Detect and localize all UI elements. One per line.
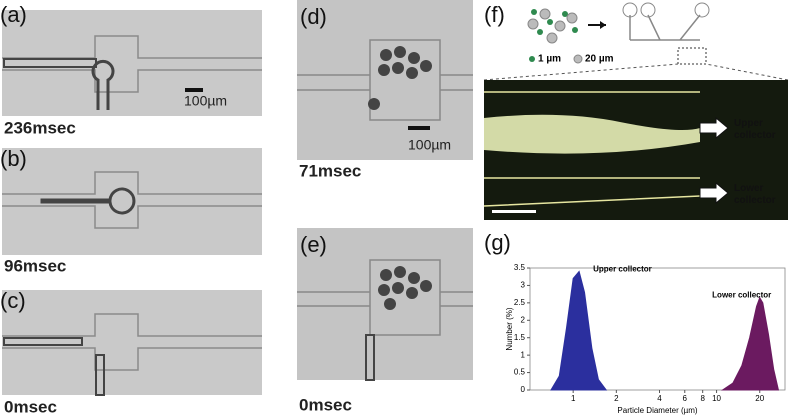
micrograph-b [2, 148, 262, 255]
x-tick-label: 1 [571, 394, 576, 403]
y-tick-label: 2.5 [514, 298, 526, 307]
series-label: Upper collector [593, 265, 652, 274]
area [550, 270, 608, 391]
micrograph-a [2, 10, 262, 116]
x-tick-label: 6 [683, 394, 688, 403]
y-tick-label: 3.5 [514, 263, 526, 272]
panel-label: (e) [300, 232, 327, 257]
panel-label: (d) [300, 4, 327, 29]
panel-label: (c) [0, 288, 26, 313]
y-tick-label: 0.5 [514, 368, 526, 377]
y-tick-label: 1.5 [514, 333, 526, 342]
legend-label: 20 µm [585, 54, 614, 65]
micrograph-d [297, 0, 473, 160]
x-tick-label: 2 [614, 394, 619, 403]
y-tick-label: 1 [521, 350, 526, 359]
panel-caption: 236msec [4, 118, 76, 137]
panel-label: (a) [0, 2, 27, 27]
scale-label: 100µm [184, 93, 227, 109]
micrograph-e [297, 228, 473, 381]
panel-label: (f) [484, 2, 505, 27]
x-tick-label: 4 [657, 394, 662, 403]
y-axis-label: Number (%) [505, 307, 514, 350]
x-tick-label: 20 [755, 394, 764, 403]
outlet-label: Lower collector [734, 183, 776, 206]
y-tick-label: 3 [521, 281, 526, 290]
plot-area [529, 267, 786, 391]
x-tick-label: 10 [712, 394, 721, 403]
panel-caption: 0msec [4, 397, 57, 416]
schematic-f [483, 2, 788, 220]
x-axis-label: Particle Diameter (µm) [617, 406, 698, 415]
micrograph-c [2, 290, 262, 396]
panel-label: (b) [0, 146, 27, 171]
outlet-label: Upper collector [734, 118, 776, 141]
x-tick-label: 8 [700, 394, 705, 403]
series-label: Lower collector [712, 291, 771, 300]
panel-caption: 0msec [299, 395, 352, 414]
panel-caption: 96msec [4, 256, 66, 275]
area [720, 296, 780, 391]
panel-caption: 71msec [299, 161, 361, 180]
y-tick-label: 0 [521, 385, 526, 394]
panel-label: (g) [484, 230, 511, 255]
scale-label: 100µm [408, 137, 451, 153]
legend-label: 1 µm [538, 54, 561, 65]
y-tick-label: 2 [521, 315, 526, 324]
